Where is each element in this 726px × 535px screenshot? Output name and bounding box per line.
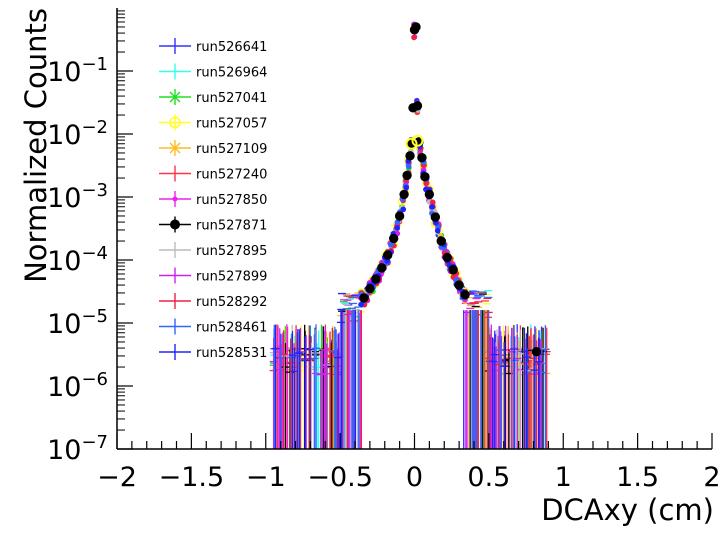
- legend-label: run527899: [196, 270, 267, 285]
- legend-label: run526641: [196, 40, 267, 55]
- y-tick-label: 10−4: [47, 243, 108, 277]
- data-point: [405, 163, 412, 170]
- legend-label: run527041: [196, 91, 267, 106]
- legend-marker: [170, 219, 180, 230]
- data-point: [388, 233, 399, 244]
- legend-item: run527109: [159, 140, 267, 157]
- data-point: [377, 263, 387, 273]
- data-point: [423, 180, 429, 186]
- data-point: [383, 250, 393, 260]
- data-point: [358, 301, 364, 308]
- data-point: [371, 274, 381, 284]
- data-point: [411, 34, 417, 41]
- y-tick-label: 10−2: [47, 117, 108, 151]
- legend-label: run527240: [196, 168, 267, 183]
- data-point: [411, 22, 421, 32]
- legend-item: run526964: [159, 63, 267, 81]
- legend-item: run527041: [159, 89, 267, 106]
- data-point: [420, 172, 430, 182]
- peak-run528531: [358, 23, 469, 308]
- data-point: [411, 134, 424, 147]
- data-point: [429, 204, 435, 210]
- data-point: [454, 280, 464, 290]
- data-point: [403, 184, 410, 191]
- y-tick-label: 10−3: [47, 180, 108, 214]
- legend-marker: [169, 116, 181, 129]
- series-run528531: [271, 292, 543, 449]
- data-point: [388, 241, 394, 248]
- data-point: [405, 151, 415, 161]
- x-axis-title: DCAxy (cm): [541, 493, 714, 527]
- x-tick-label: 1: [555, 462, 572, 493]
- data-point: [399, 189, 409, 200]
- legend-item: run527895: [159, 242, 267, 259]
- x-tick-label: −1: [246, 462, 286, 493]
- x-tick-label: −1.5: [159, 462, 225, 493]
- legend-label: run527850: [196, 193, 267, 208]
- legend-label: run528461: [196, 321, 267, 336]
- data-point: [417, 153, 427, 163]
- legend-item: run527850: [159, 191, 267, 208]
- data-layer: [269, 21, 551, 449]
- data-point: [424, 189, 435, 200]
- legend-item: run527240: [159, 165, 267, 183]
- y-axis-title: Normalized Counts: [19, 8, 53, 283]
- data-point: [359, 293, 369, 303]
- data-point: [405, 137, 418, 150]
- data-point: [394, 225, 401, 231]
- data-point: [531, 347, 542, 357]
- data-point: [394, 211, 405, 221]
- y-tick-label: 10−5: [47, 306, 108, 340]
- legend-label: run528292: [196, 295, 267, 310]
- legend-marker: [169, 91, 181, 103]
- data-point: [400, 206, 407, 213]
- axes-layer: −2 −1.5 −1 −0.5 0 0.5 1 1.5 2 10−7 10−6 10−5 10−4 10−…: [47, 8, 721, 493]
- data-point: [412, 101, 423, 111]
- legend-label: run527109: [196, 142, 267, 157]
- legend-item: run526641: [159, 38, 267, 55]
- data-point: [402, 170, 412, 181]
- data-point: [365, 284, 375, 294]
- legend-label: run526964: [196, 66, 267, 81]
- legend: run526641 run526964 run527041 run527057 run5…: [159, 38, 267, 361]
- x-tick-label: 0: [406, 462, 423, 493]
- data-point: [436, 236, 446, 246]
- data-point: [448, 265, 458, 275]
- data-point: [429, 199, 436, 206]
- data-point: [430, 212, 441, 222]
- legend-label: run527057: [196, 117, 267, 132]
- data-point: [434, 227, 441, 234]
- legend-item: run527899: [159, 267, 267, 285]
- y-tick-label: 10−7: [47, 432, 108, 466]
- legend-item: run527057: [159, 114, 267, 132]
- x-tick-label: 0.5: [467, 462, 510, 493]
- data-point: [460, 290, 470, 300]
- legend-marker: [172, 196, 178, 202]
- legend-label: run527871: [196, 219, 267, 234]
- x-tick-label: −2: [97, 462, 137, 493]
- y-tick-label: 10−1: [47, 54, 108, 88]
- series-run527871-points: [359, 22, 542, 357]
- x-tick-label: 1.5: [616, 462, 659, 493]
- x-tick-label: −0.5: [307, 462, 373, 493]
- legend-item: run528292: [159, 293, 267, 310]
- legend-label: run528531: [196, 346, 267, 361]
- legend-label: run527895: [196, 244, 267, 259]
- legend-item: run528531: [159, 344, 267, 361]
- y-tick-label: 10−6: [47, 369, 108, 403]
- legend-item: run527871: [159, 216, 267, 234]
- legend-marker: [169, 142, 181, 154]
- data-point: [442, 252, 452, 263]
- legend-item: run528461: [159, 318, 267, 336]
- x-tick-label: 2: [703, 462, 720, 493]
